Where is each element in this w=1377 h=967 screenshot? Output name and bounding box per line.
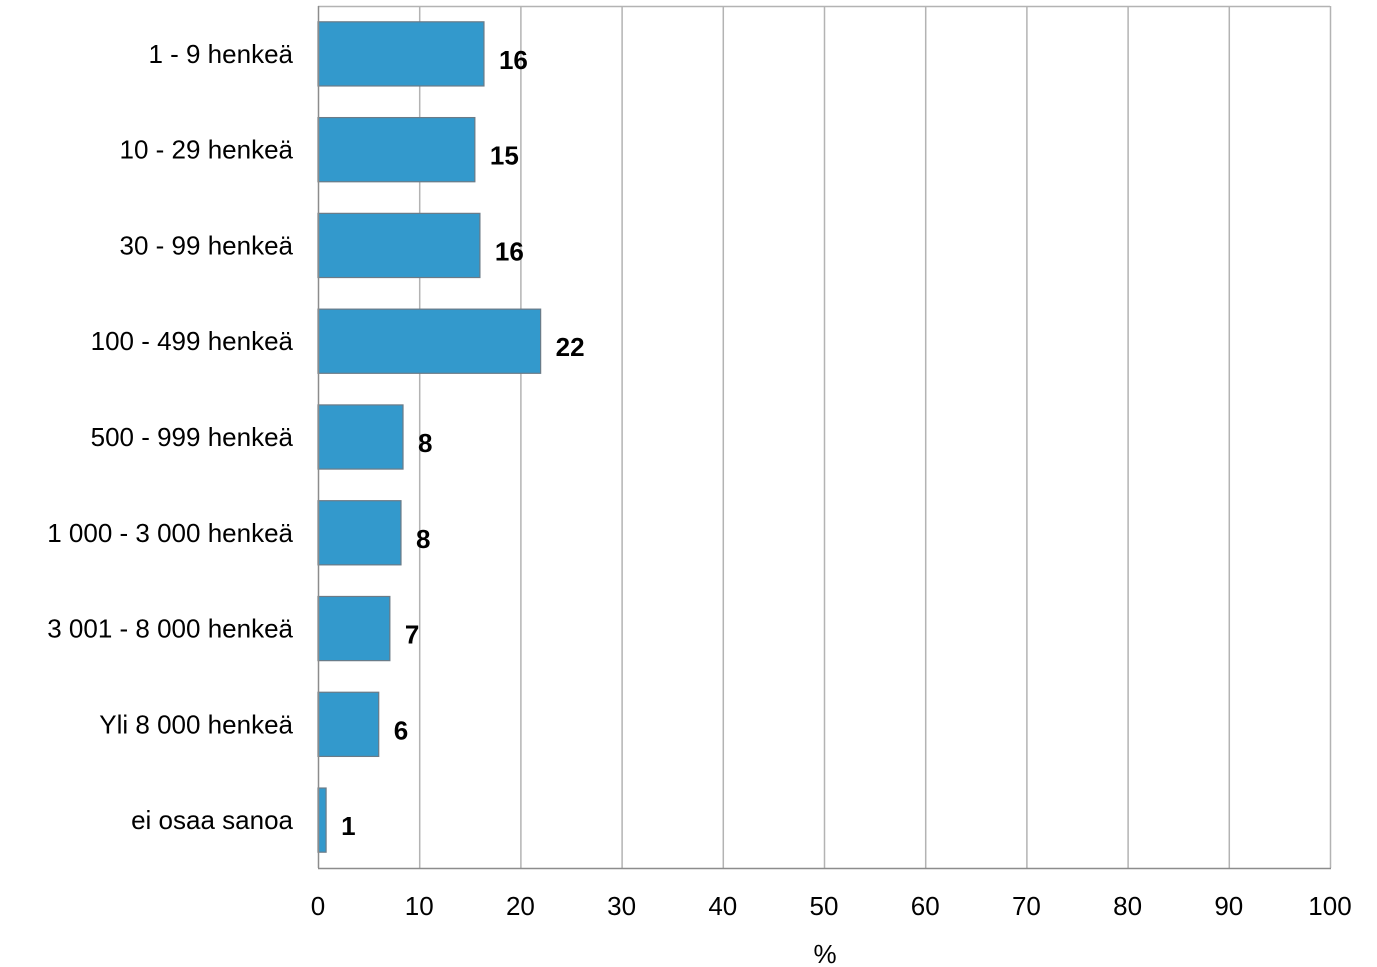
category-label: 3 001 - 8 000 henkeä xyxy=(47,614,293,644)
x-tick-labels: 0 10 20 30 40 50 60 70 80 90 100 xyxy=(311,891,1352,921)
category-labels: 1 - 9 henkeä 10 - 29 henkeä 30 - 99 henkeä… xyxy=(47,39,293,835)
data-label: 1 xyxy=(341,811,355,841)
data-label: 6 xyxy=(394,715,408,745)
x-tick-label: 90 xyxy=(1214,891,1243,921)
data-labels: 16 15 16 22 8 8 7 6 1 xyxy=(341,45,584,841)
category-label: Yli 8 000 henkeä xyxy=(99,709,293,739)
category-label: 1 - 9 henkeä xyxy=(148,39,293,69)
bar xyxy=(317,500,402,566)
x-tick-label: 30 xyxy=(607,891,636,921)
x-tick-label: 80 xyxy=(1113,891,1142,921)
bar xyxy=(317,212,481,279)
x-tick-label: 100 xyxy=(1308,891,1351,921)
x-axis-title: % xyxy=(813,939,836,967)
bar xyxy=(317,308,542,374)
x-tick-label: 70 xyxy=(1012,891,1041,921)
bar xyxy=(317,21,485,87)
data-label: 16 xyxy=(499,45,528,75)
x-tick-label: 10 xyxy=(405,891,434,921)
data-label: 16 xyxy=(495,236,524,266)
data-label: 22 xyxy=(556,332,585,362)
x-tick-label: 20 xyxy=(506,891,535,921)
category-label: 500 - 999 henkeä xyxy=(91,422,294,452)
category-label: 30 - 99 henkeä xyxy=(120,230,294,260)
category-label: 1 000 - 3 000 henkeä xyxy=(47,518,293,548)
category-label: ei osaa sanoa xyxy=(131,805,293,835)
x-tick-label: 40 xyxy=(708,891,737,921)
category-label: 100 - 499 henkeä xyxy=(91,326,294,356)
x-tick-label: 60 xyxy=(911,891,940,921)
bar xyxy=(317,116,476,183)
data-label: 15 xyxy=(490,141,519,171)
category-label: 10 - 29 henkeä xyxy=(120,135,294,165)
bar xyxy=(317,691,380,758)
bar xyxy=(317,595,391,662)
data-label: 7 xyxy=(405,620,419,650)
data-label: 8 xyxy=(418,428,432,458)
x-tick-label: 50 xyxy=(810,891,839,921)
data-label: 8 xyxy=(416,524,430,554)
axes xyxy=(317,5,1331,870)
bars xyxy=(317,21,542,853)
gridlines xyxy=(418,6,1332,868)
bar xyxy=(317,404,404,470)
x-tick-label: 0 xyxy=(311,891,325,921)
